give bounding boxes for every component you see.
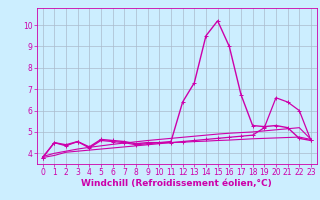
X-axis label: Windchill (Refroidissement éolien,°C): Windchill (Refroidissement éolien,°C) [81,179,272,188]
